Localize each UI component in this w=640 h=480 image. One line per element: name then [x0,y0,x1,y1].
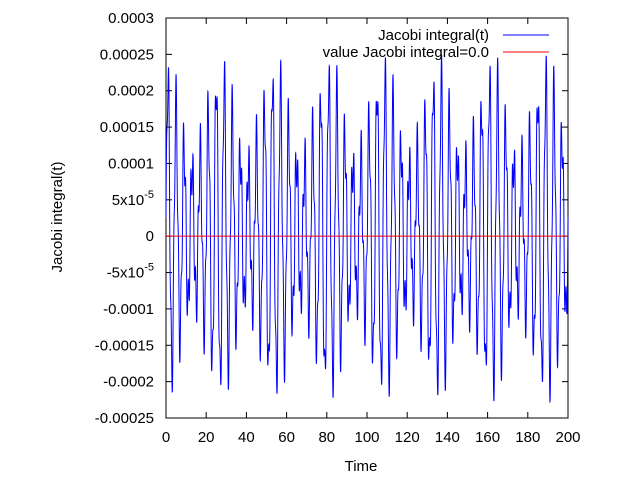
x-tick-label: 40 [238,429,255,446]
y-tick-label: -0.0001 [103,301,154,318]
legend-entry-label: value Jacobi integral=0.0 [323,44,489,61]
legend-entry-label: Jacobi integral(t) [378,27,489,44]
y-tick-label-base: 5x10 [112,192,145,209]
x-tick-label: 120 [395,429,420,446]
y-tick-label-base: -0.00015 [95,337,154,354]
y-tick-label-exponent: -5 [144,262,154,274]
series-layer [165,54,569,404]
y-tick-label-base: 0.0001 [108,155,154,172]
y-tick-label-base: 0.0002 [108,83,154,100]
y-tick-label: -0.00015 [95,337,154,354]
y-tick-label: -0.00025 [95,410,154,427]
y-tick-label-base: 0.00025 [100,46,154,63]
y-tick-label: 0.0002 [108,83,154,100]
y-tick-label: 0.00025 [100,46,154,63]
y-tick-label-base: 0.0003 [108,10,154,27]
y-tick-label-base: 0.00015 [100,119,154,136]
x-axis-label: Time [345,458,378,475]
y-tick-label-base: -0.0001 [103,301,154,318]
x-tick-label: 20 [198,429,215,446]
y-tick-label-exponent: -5 [144,189,154,201]
y-tick-label-base: -5x10 [107,265,145,282]
x-tick-label: 200 [555,429,580,446]
y-tick-label-base: -0.0002 [103,374,154,391]
x-tick-label: 140 [435,429,460,446]
y-axis-label: Jacobi integral(t) [49,162,66,273]
y-tick-label: 5x10-5 [112,189,154,209]
x-tick-label: 0 [162,429,170,446]
y-tick-label: -0.0002 [103,374,154,391]
y-tick-label: 0.00015 [100,119,154,136]
y-tick-label: 0 [146,228,154,245]
x-tick-label: 100 [354,429,379,446]
x-tick-label: 180 [515,429,540,446]
y-tick-label: 0.0001 [108,155,154,172]
y-tick-label-base: -0.00025 [95,410,154,427]
axes: 0 20 40 60 80 100 120 140 160 180 2000.00030.00025… [95,10,581,446]
x-tick-label: 60 [278,429,295,446]
legend: Jacobi integral(t)value Jacobi integral=… [323,27,549,61]
y-tick-label: 0.0003 [108,10,154,27]
y-tick-label-base: 0 [146,228,154,245]
x-tick-label: 160 [475,429,500,446]
y-tick-label: -5x10-5 [107,262,154,282]
x-tick-label: 80 [318,429,335,446]
series-line-jacobi [165,54,569,404]
